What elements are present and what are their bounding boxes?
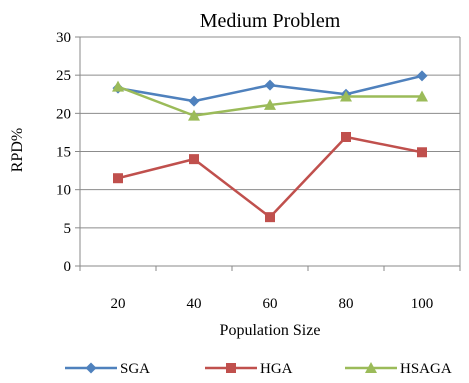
x-tick-label: 100 [411, 296, 434, 312]
legend-label-hga: HGA [260, 361, 293, 377]
data-point-hga [341, 131, 351, 142]
y-tick-label: 0 [64, 259, 72, 275]
series-hga [113, 131, 427, 223]
axes [75, 36, 461, 271]
y-tick-label: 10 [56, 183, 71, 199]
series-hsaga [112, 80, 428, 121]
chart-title: Medium Problem [200, 10, 341, 32]
series-layer [112, 70, 428, 223]
data-point-hsaga [112, 80, 124, 92]
data-point-sga [416, 70, 428, 82]
legend-marker-hga [226, 363, 236, 373]
legend-label-hsaga: HSAGA [400, 361, 452, 377]
data-point-hga [417, 147, 427, 158]
data-point-sga [188, 95, 200, 107]
x-tick-labels: 20 40 60 80 100 [111, 296, 434, 312]
x-tick-label: 40 [187, 296, 202, 312]
data-point-sga [264, 79, 276, 91]
legend-item-sga: SGA [65, 361, 150, 377]
legend-item-hga: HGA [205, 361, 293, 377]
legend: SGA HGA HSAGA [65, 361, 452, 377]
series-line-hga [117, 135, 423, 219]
data-point-hsaga [264, 98, 276, 110]
legend-label-sga: SGA [120, 361, 150, 377]
x-tick-label: 20 [111, 296, 126, 312]
y-tick-label: 30 [56, 30, 71, 46]
y-axis-label: RPD% [9, 128, 26, 172]
data-point-hsaga [188, 109, 200, 121]
y-tick-label: 5 [64, 221, 72, 237]
y-tick-label: 25 [56, 68, 71, 84]
y-tick-label: 15 [56, 145, 71, 161]
x-tick-label: 80 [339, 296, 354, 312]
legend-marker-hsaga [365, 362, 377, 373]
data-point-hsaga [340, 90, 352, 102]
data-point-hsaga [416, 90, 428, 102]
y-tick-label: 20 [56, 106, 71, 122]
y-tick-labels: 0 5 10 15 20 25 30 [56, 30, 71, 275]
data-point-hga [113, 173, 123, 184]
data-point-hga [265, 212, 275, 223]
data-point-hga [189, 154, 199, 165]
x-axis-label: Population Size [220, 322, 321, 339]
x-tick-label: 60 [263, 296, 278, 312]
gridlines [80, 36, 460, 229]
legend-marker-sga [85, 362, 97, 374]
legend-item-hsaga: HSAGA [345, 361, 452, 377]
